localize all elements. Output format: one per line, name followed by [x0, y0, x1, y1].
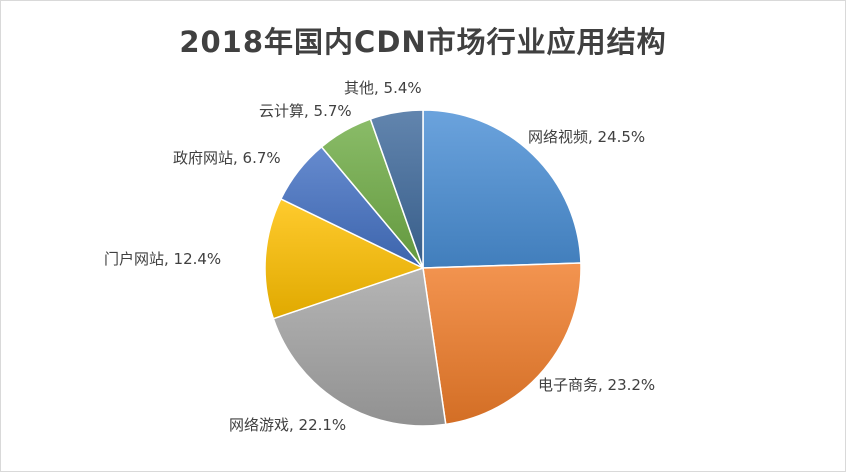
pie-labels: 网络视频, 24.5% 电子商务, 23.2% 网络游戏, 22.1% 门户网站, 1… [104, 79, 655, 434]
slice-label-7: 其他, 5.4% [344, 79, 422, 97]
pie-slices [264, 109, 582, 427]
pie-slice-2 [422, 262, 582, 426]
slice-label-2: 电子商务, 23.2% [538, 376, 655, 394]
pie-slice-1 [422, 109, 582, 269]
pie-slice-3 [272, 267, 447, 427]
slice-label-5: 政府网站, 6.7% [173, 149, 281, 167]
chart-title: 2018年国内CDN市场行业应用结构 [179, 25, 667, 59]
pie-slice-4 [264, 197, 425, 320]
slice-label-1: 网络视频, 24.5% [528, 128, 645, 146]
slice-label-3: 网络游戏, 22.1% [229, 416, 346, 434]
pie-slice-7 [369, 109, 424, 269]
slice-label-4: 门户网站, 12.4% [104, 250, 221, 268]
slice-label-6: 云计算, 5.7% [259, 102, 352, 120]
